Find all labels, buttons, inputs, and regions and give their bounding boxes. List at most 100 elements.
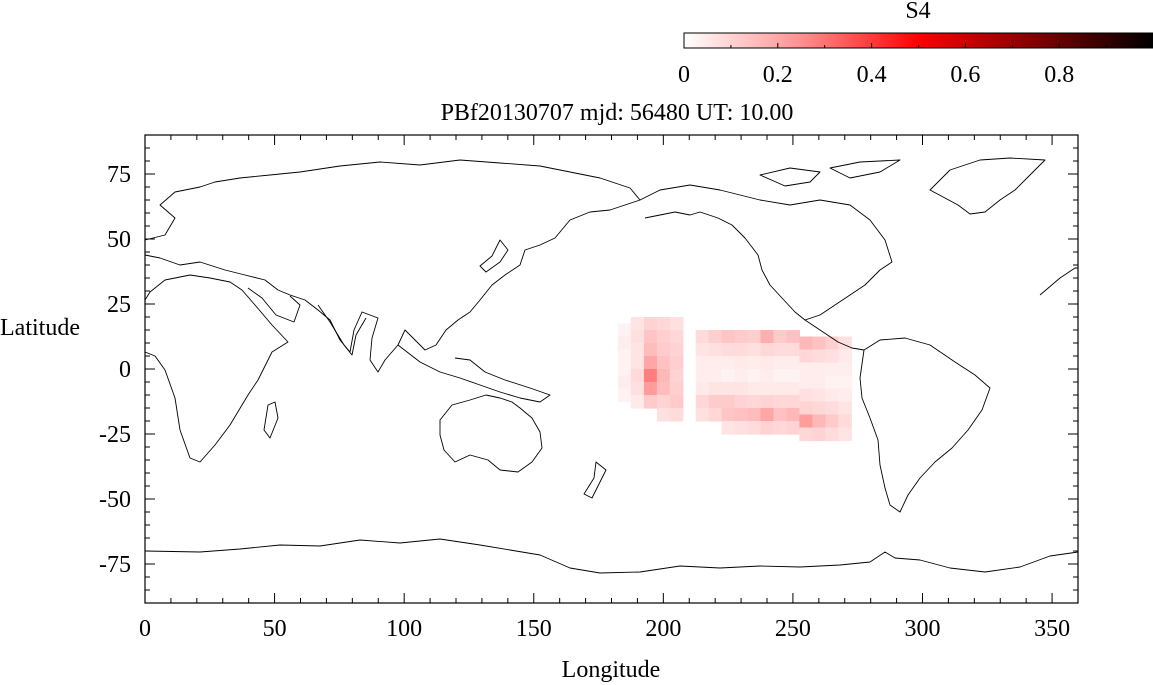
y-tick-label: 75 bbox=[107, 162, 131, 188]
heatmap-cell bbox=[695, 395, 710, 409]
coastline-africa bbox=[144, 274, 289, 463]
heatmap-cell bbox=[669, 317, 684, 331]
heatmap-cell bbox=[747, 343, 762, 357]
heatmap-cell bbox=[630, 317, 645, 331]
heatmap-cell bbox=[760, 356, 775, 370]
heatmap-cell bbox=[825, 414, 839, 429]
heatmap-cell bbox=[734, 408, 749, 422]
heatmap-cell bbox=[773, 369, 788, 383]
y-axis-label: Latitude bbox=[0, 315, 80, 341]
heatmap-cell bbox=[760, 421, 775, 435]
heatmap-cell bbox=[630, 395, 645, 409]
heatmap-cell bbox=[734, 382, 749, 396]
heatmap-cell bbox=[695, 343, 710, 357]
heatmap-cell bbox=[799, 375, 813, 390]
heatmap-cell bbox=[643, 317, 658, 331]
coastline-indonesia bbox=[397, 344, 551, 403]
heatmap-cell bbox=[618, 375, 632, 390]
heatmap-cell bbox=[734, 369, 749, 383]
heatmap-cell bbox=[734, 395, 749, 409]
heatmap-cell bbox=[643, 382, 658, 396]
heatmap-cell bbox=[708, 369, 723, 383]
heatmap-cell bbox=[825, 388, 839, 403]
heatmap-cell bbox=[773, 330, 788, 344]
heatmap-cell bbox=[760, 395, 775, 409]
heatmap-cell bbox=[669, 343, 684, 357]
heatmap-cell bbox=[643, 330, 658, 344]
x-tick-label: 200 bbox=[645, 616, 681, 642]
heatmap-cell bbox=[656, 382, 671, 396]
heatmap-cell bbox=[656, 395, 671, 409]
heatmap-cell bbox=[708, 395, 723, 409]
heatmap-cell bbox=[825, 401, 839, 416]
heatmap-cell bbox=[760, 408, 775, 422]
coastline-outlines bbox=[144, 157, 1079, 574]
heatmap-cell bbox=[799, 414, 813, 429]
y-tick-label: -50 bbox=[99, 487, 131, 513]
heatmap-cell bbox=[812, 336, 826, 351]
heatmap-cell bbox=[799, 336, 813, 351]
heatmap-cell bbox=[643, 356, 658, 370]
heatmap-cell bbox=[747, 382, 762, 396]
heatmap-cell bbox=[669, 382, 684, 396]
heatmap-cell bbox=[618, 349, 632, 364]
heatmap-cell bbox=[747, 395, 762, 409]
heatmap-cell bbox=[708, 330, 723, 344]
heatmap-cell bbox=[721, 369, 736, 383]
heatmap-cell bbox=[734, 421, 749, 435]
x-tick-label: 350 bbox=[1034, 616, 1070, 642]
heatmap-cell bbox=[786, 356, 800, 370]
heatmap-cell bbox=[838, 401, 852, 416]
coastline-australia bbox=[439, 394, 543, 473]
heatmap-cell bbox=[721, 343, 736, 357]
colorbar-tick-label: 0.2 bbox=[763, 62, 793, 88]
heatmap-cell bbox=[812, 388, 826, 403]
coastline-central-america bbox=[804, 319, 865, 351]
heatmap-cell bbox=[812, 362, 826, 377]
heatmap-cell bbox=[773, 343, 788, 357]
heatmap-cell bbox=[708, 343, 723, 357]
x-axis-label: Longitude bbox=[562, 657, 661, 683]
colorbar-tick-label: 0.8 bbox=[1044, 62, 1074, 88]
heatmap-cell bbox=[760, 343, 775, 357]
coastline-arabia bbox=[247, 287, 301, 323]
heatmap-cell bbox=[721, 382, 736, 396]
heatmap-cell bbox=[643, 395, 658, 409]
heatmap-cell bbox=[695, 330, 710, 344]
y-tick-label: 50 bbox=[107, 227, 131, 253]
heatmap-cell bbox=[786, 382, 800, 396]
heatmap-cell bbox=[747, 356, 762, 370]
x-tick-label: 100 bbox=[386, 616, 422, 642]
heatmap-cell bbox=[812, 401, 826, 416]
heatmap-cell bbox=[708, 408, 723, 422]
heatmap-cell bbox=[708, 382, 723, 396]
heatmap-cell bbox=[630, 343, 645, 357]
heatmap-cell bbox=[812, 349, 826, 364]
heatmap-cell bbox=[656, 343, 671, 357]
heatmap-cell bbox=[799, 362, 813, 377]
heatmap-cell bbox=[734, 343, 749, 357]
heatmap-cell bbox=[799, 401, 813, 416]
coastline-north-america bbox=[639, 184, 893, 321]
y-tick-label: 0 bbox=[119, 357, 131, 383]
coastline-new-zealand bbox=[583, 461, 607, 499]
coastline-india bbox=[317, 304, 367, 356]
heatmap-cell bbox=[825, 375, 839, 390]
colorbar-label: S4 bbox=[905, 0, 930, 24]
heatmap-cell bbox=[656, 330, 671, 344]
coastline-madagascar bbox=[263, 401, 279, 439]
heatmap-cell bbox=[656, 408, 671, 422]
heatmap-cell bbox=[786, 343, 800, 357]
heatmap-cell bbox=[669, 408, 684, 422]
heatmap-cell bbox=[825, 427, 839, 442]
heatmap-cell bbox=[760, 369, 775, 383]
heatmap-cell bbox=[773, 408, 788, 422]
heatmap-cell bbox=[786, 408, 800, 422]
heatmap-cell bbox=[773, 421, 788, 435]
y-tick-label: 25 bbox=[107, 292, 131, 318]
heatmap-cell bbox=[773, 395, 788, 409]
heatmap-cell bbox=[656, 317, 671, 331]
heatmap-cell bbox=[669, 369, 684, 383]
